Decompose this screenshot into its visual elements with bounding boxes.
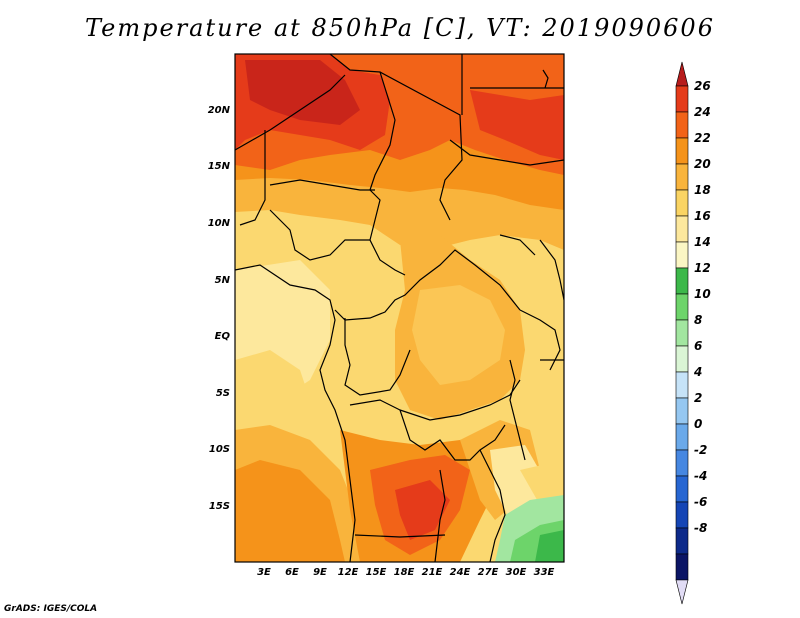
colorbar-box <box>675 319 689 347</box>
colorbar-label-12: 12 <box>694 261 711 275</box>
colorbar-label-6: 6 <box>694 339 703 353</box>
colorbar-label-2: 2 <box>694 391 703 405</box>
lat-label-5n: 5N <box>214 275 230 286</box>
colorbar-arrow-top <box>675 61 689 87</box>
colorbar-box <box>675 501 689 529</box>
colorbar-box <box>675 111 689 139</box>
lon-label-9e: 9E <box>313 567 327 578</box>
colorbar-label-m8: -8 <box>694 521 708 535</box>
colorbar-box <box>675 397 689 425</box>
colorbar-label-4: 4 <box>694 365 703 379</box>
colorbar <box>675 61 689 605</box>
colorbar-box <box>675 449 689 477</box>
colorbar-label-18: 18 <box>694 183 711 197</box>
colorbar-label-m4: -4 <box>694 469 708 483</box>
lon-label-21e: 21E <box>421 567 443 578</box>
lat-label-15n: 15N <box>207 161 230 172</box>
colorbar-box <box>675 293 689 321</box>
colorbar-box <box>675 163 689 191</box>
lon-label-24e: 24E <box>449 567 471 578</box>
lon-label-12e: 12E <box>337 567 359 578</box>
lat-label-20n: 20N <box>207 105 230 116</box>
lat-label-eq: EQ <box>214 331 230 342</box>
lon-label-18e: 18E <box>393 567 415 578</box>
colorbar-box <box>675 475 689 503</box>
chart-title: Temperature at 850hPa [C], VT: 201909060… <box>85 14 715 42</box>
colorbar-label-10: 10 <box>694 287 711 301</box>
colorbar-box <box>675 553 689 581</box>
lon-label-27e: 27E <box>477 567 499 578</box>
colorbar-box <box>675 241 689 269</box>
lon-label-15e: 15E <box>365 567 387 578</box>
lon-label-30e: 30E <box>505 567 527 578</box>
colorbar-label-26: 26 <box>694 79 711 93</box>
colorbar-label-0: 0 <box>694 417 703 431</box>
grads-credit: GrADS: IGES/COLA <box>4 604 98 614</box>
colorbar-box <box>675 137 689 165</box>
lon-label-6e: 6E <box>285 567 299 578</box>
lon-label-33e: 33E <box>533 567 555 578</box>
lat-label-5s: 5S <box>215 388 230 399</box>
colorbar-label-22: 22 <box>694 131 711 145</box>
colorbar-box <box>675 527 689 555</box>
lat-label-10n: 10N <box>207 218 230 229</box>
lat-label-15s: 15S <box>208 501 230 512</box>
lon-label-3e: 3E <box>257 567 271 578</box>
colorbar-box <box>675 345 689 373</box>
colorbar-label-m6: -6 <box>694 495 708 509</box>
colorbar-label-24: 24 <box>694 105 711 119</box>
colorbar-box <box>675 371 689 399</box>
colorbar-label-20: 20 <box>694 157 711 171</box>
colorbar-label-8: 8 <box>694 313 703 327</box>
temperature-map <box>234 53 565 563</box>
colorbar-arrow-bottom <box>675 579 689 605</box>
colorbar-box <box>675 267 689 295</box>
colorbar-label-14: 14 <box>694 235 711 249</box>
colorbar-label-16: 16 <box>694 209 711 223</box>
colorbar-label-m2: -2 <box>694 443 708 457</box>
colorbar-box <box>675 189 689 217</box>
lat-label-10s: 10S <box>208 444 230 455</box>
colorbar-box <box>675 85 689 113</box>
colorbar-box <box>675 423 689 451</box>
colorbar-box <box>675 215 689 243</box>
